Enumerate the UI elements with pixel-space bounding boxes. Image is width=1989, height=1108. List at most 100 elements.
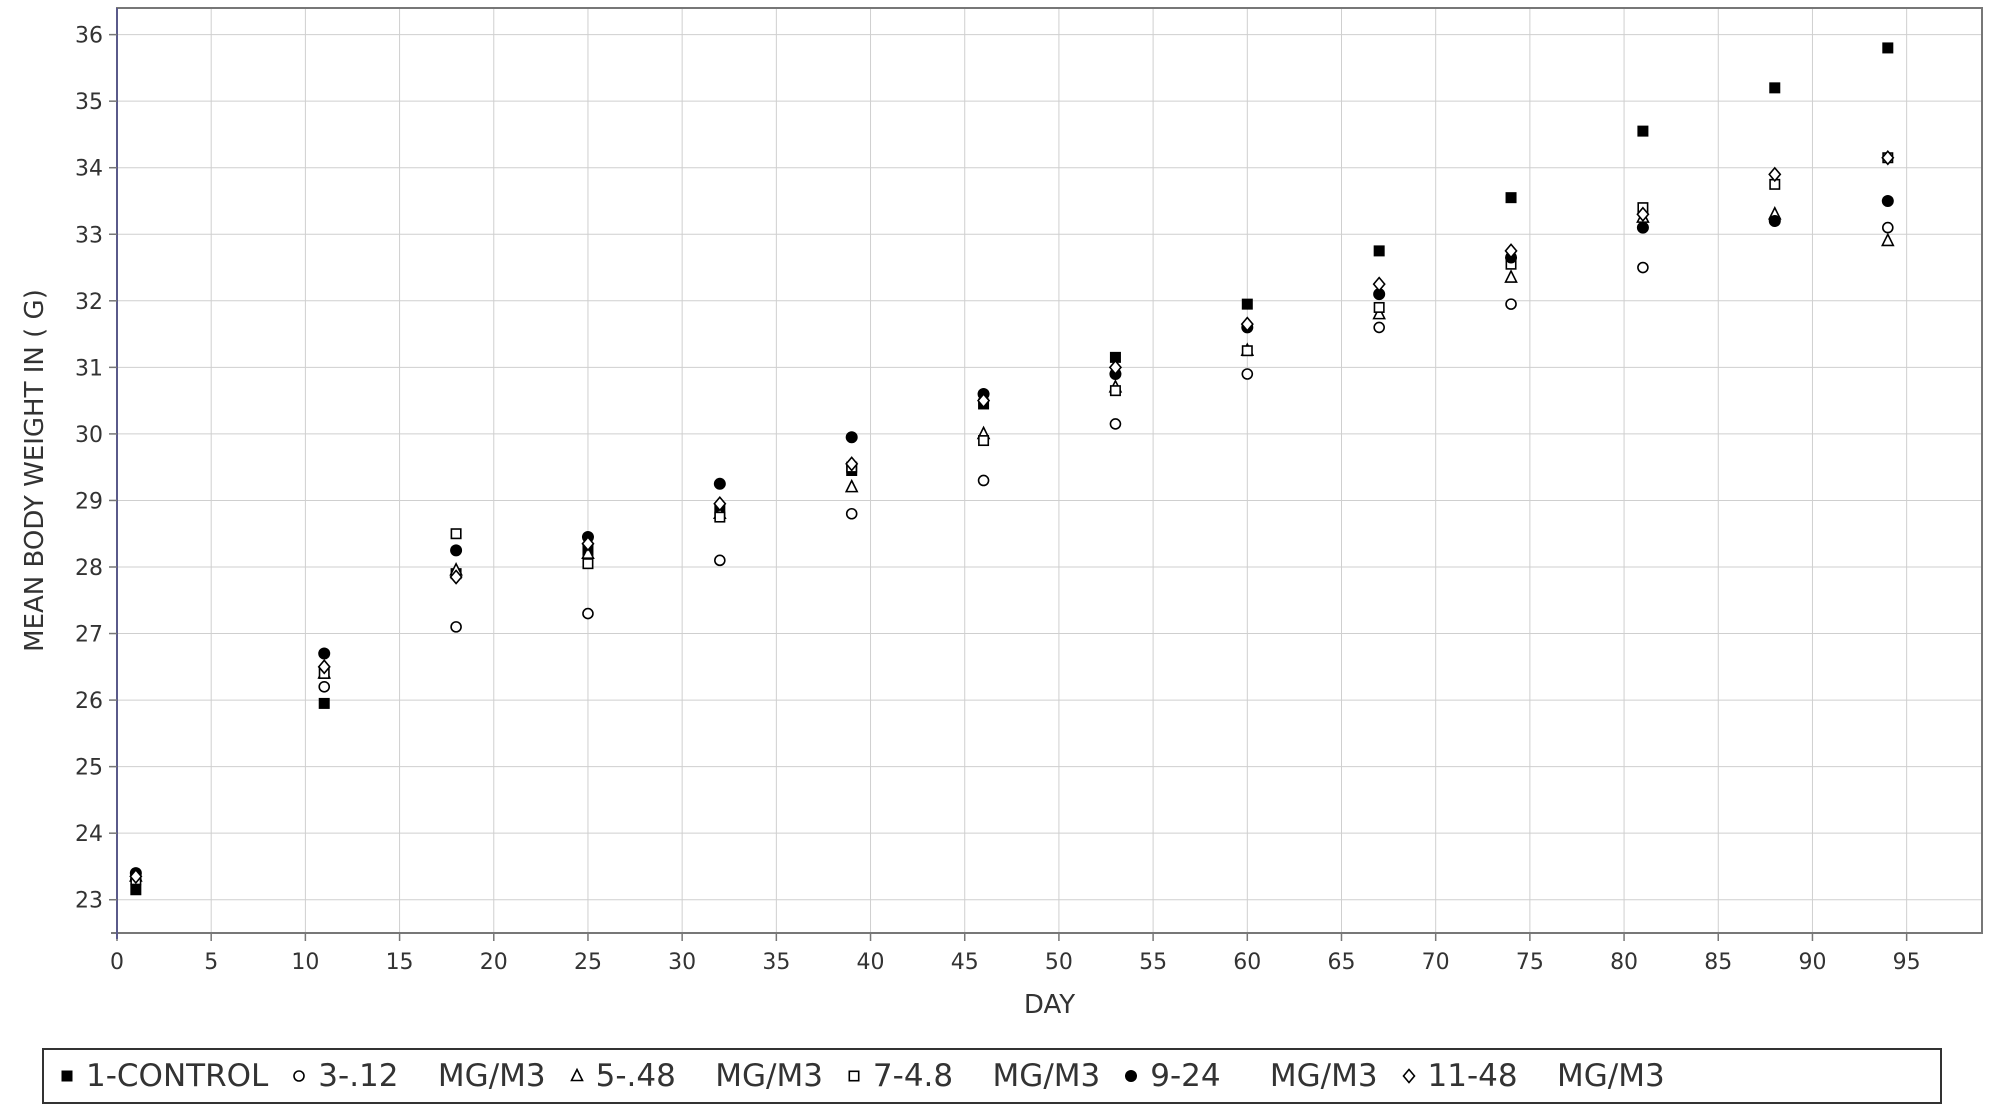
data-point [1240, 316, 1254, 332]
legend-marker-icon [293, 1070, 306, 1082]
data-point [1769, 82, 1781, 94]
data-point [1109, 418, 1122, 430]
legend-marker-icon [61, 1070, 73, 1082]
y-tick-label: 27 [75, 623, 103, 648]
data-point [318, 647, 331, 660]
y-tick-label: 25 [75, 756, 103, 781]
data-point [1373, 245, 1385, 257]
data-point [713, 496, 727, 512]
x-tick-label: 0 [110, 950, 124, 975]
data-point [845, 507, 858, 520]
data-point [450, 544, 463, 557]
data-point [129, 868, 143, 885]
x-tick-label: 10 [291, 950, 319, 975]
x-tick-label: 30 [668, 950, 696, 975]
x-tick-label: 20 [480, 950, 508, 975]
legend-marker-icon [848, 1070, 860, 1082]
legend-label: 9-24 MG/M3 [1150, 1058, 1378, 1094]
data-point [845, 456, 859, 472]
legend-item: 5-.48 MG/M3 [568, 1058, 823, 1094]
data-point [1505, 192, 1517, 204]
x-tick-label: 80 [1610, 950, 1638, 975]
data-point [1504, 243, 1518, 259]
data-point [713, 477, 726, 490]
legend-label: 11-48 MG/M3 [1427, 1058, 1665, 1094]
y-axis: 23 24 25 26 27 28 29 30 31 32 33 34 35 36 [75, 8, 118, 939]
data-point [1109, 351, 1121, 363]
legend-marker [293, 1070, 306, 1082]
data-point [1372, 276, 1386, 292]
plot-area [116, 7, 1983, 934]
x-tick-label: 60 [1233, 950, 1261, 975]
data-point [1373, 288, 1386, 301]
legend-marker-icon [1401, 1068, 1416, 1084]
y-tick-label: 36 [75, 24, 103, 49]
data-point [450, 621, 462, 633]
data-point [1373, 301, 1385, 313]
data-point [1372, 305, 1386, 320]
data-points [129, 42, 1895, 896]
data-point [581, 535, 595, 552]
legend-item: 1-CONTROL [58, 1058, 268, 1094]
y-tick-label: 23 [75, 889, 103, 914]
data-point [1768, 166, 1782, 183]
legend-item: 7-4.8 MG/M3 [845, 1058, 1100, 1094]
x-axis-title: DAY [1024, 990, 1075, 1020]
y-tick-label: 34 [75, 157, 103, 182]
data-point [582, 607, 594, 620]
data-point [1768, 214, 1781, 227]
data-point [1505, 298, 1517, 310]
legend-marker [61, 1070, 73, 1082]
legend-item: 9-24 MG/M3 [1122, 1058, 1378, 1094]
data-point [977, 392, 991, 409]
y-axis-title: MEAN BODY WEIGHT IN ( G) [20, 289, 50, 652]
y-tick-label: 26 [75, 689, 103, 714]
legend-marker-icon [1125, 1070, 1138, 1082]
x-tick-label: 35 [762, 950, 790, 975]
data-point [450, 528, 462, 540]
data-point [1241, 298, 1253, 310]
data-point [449, 569, 463, 585]
x-tick-label: 90 [1798, 950, 1826, 975]
series-5 [129, 149, 1895, 885]
data-point [1882, 42, 1894, 54]
data-point [1109, 385, 1121, 397]
legend-label: 3-.12 MG/M3 [318, 1058, 546, 1094]
data-point [130, 884, 142, 896]
series-2 [129, 206, 1895, 882]
data-point [1881, 232, 1895, 247]
y-tick-label: 30 [75, 423, 103, 448]
y-tick-label: 32 [75, 290, 103, 315]
series-3 [130, 152, 1894, 886]
x-tick-label: 65 [1327, 950, 1355, 975]
x-axis: 0 5 10 15 20 25 30 35 40 45 50 55 60 65 70 75 80 85 90 95 [110, 932, 1982, 975]
y-tick-label: 33 [75, 223, 103, 248]
data-point [1636, 221, 1649, 234]
data-point [1373, 321, 1385, 334]
data-point [845, 431, 858, 444]
x-tick-label: 70 [1422, 950, 1450, 975]
data-point [1637, 125, 1649, 137]
data-point [1636, 206, 1650, 223]
data-point [1882, 221, 1894, 234]
x-tick-label: 15 [386, 950, 414, 975]
y-tick-label: 28 [75, 556, 103, 581]
data-point [977, 474, 990, 487]
legend-item: 11-48 MG/M3 [1400, 1058, 1665, 1094]
legend-marker-icon [569, 1067, 584, 1082]
x-tick-label: 85 [1704, 950, 1732, 975]
data-point [1504, 269, 1518, 283]
data-point [1881, 194, 1894, 207]
data-point [844, 478, 859, 493]
data-point [1881, 149, 1895, 166]
x-tick-label: 55 [1139, 950, 1167, 975]
legend-label: 5-.48 MG/M3 [595, 1058, 823, 1094]
y-tick-label: 29 [75, 489, 103, 514]
legend-marker [1401, 1068, 1416, 1084]
data-point [978, 435, 990, 447]
data-point [318, 697, 330, 709]
x-tick-label: 40 [857, 950, 885, 975]
x-tick-label: 5 [204, 950, 218, 975]
data-point [1241, 368, 1254, 380]
grid-lines [116, 8, 1982, 933]
